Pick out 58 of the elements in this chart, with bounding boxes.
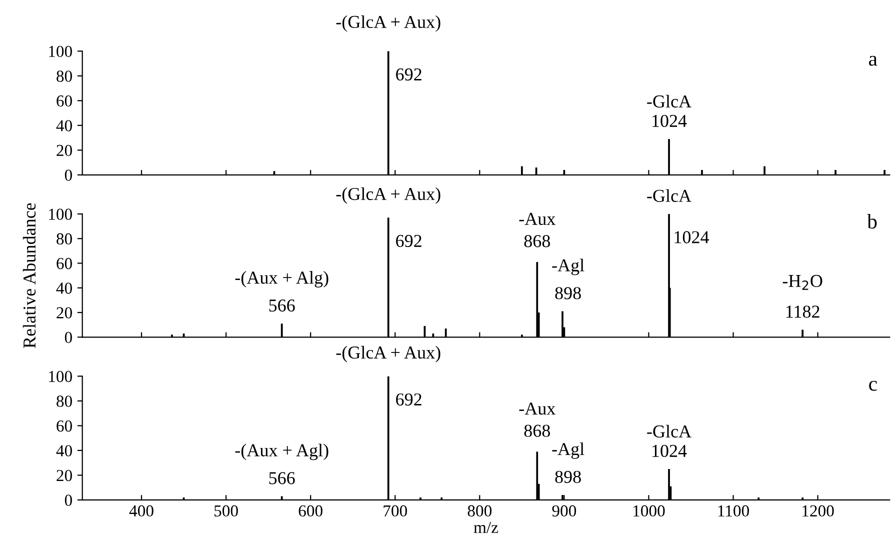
annotation: -GlcA bbox=[647, 189, 692, 202]
annotation: 868 bbox=[524, 424, 550, 437]
y-tick-label: 20 bbox=[56, 307, 72, 318]
y-tick-label: 100 bbox=[49, 208, 72, 220]
y-tick-label: 20 bbox=[56, 470, 72, 482]
annotation: 566 bbox=[269, 299, 295, 312]
x-tick-label: 600 bbox=[298, 505, 322, 517]
y-tick-label: 20 bbox=[56, 144, 72, 156]
annotation: -Agl bbox=[552, 258, 584, 276]
y-tick-label: 100 bbox=[49, 370, 72, 382]
annotation: 692 bbox=[396, 234, 422, 248]
y-tick-label: 0 bbox=[64, 170, 72, 181]
y-tick-label: 60 bbox=[56, 95, 72, 107]
annotation: -H$_{2}$O bbox=[782, 274, 822, 290]
annotation: -Aux bbox=[519, 212, 556, 225]
annotation: -(Aux + Alg) bbox=[235, 271, 328, 288]
annotation: 1024 bbox=[674, 231, 709, 244]
annotation: -Aux bbox=[519, 402, 556, 415]
annotation: -GlcA bbox=[647, 424, 692, 438]
annotation: 692 bbox=[396, 68, 422, 81]
y-tick-label: 40 bbox=[56, 120, 72, 132]
y-tick-label: 0 bbox=[64, 494, 72, 506]
x-tick-label: 700 bbox=[384, 505, 407, 517]
annotation: 566 bbox=[269, 472, 295, 484]
annotation: -(GlcA + Aux) bbox=[336, 346, 440, 362]
x-tick-label: 500 bbox=[214, 505, 238, 517]
y-tick-label: 100 bbox=[49, 46, 72, 58]
annotation: c bbox=[869, 380, 877, 391]
annotation: 692 bbox=[396, 393, 422, 406]
x-tick-label: 400 bbox=[129, 505, 154, 517]
annotation: -(Aux + Agl) bbox=[235, 444, 328, 460]
x-tick-label: 1100 bbox=[718, 505, 749, 517]
annotation: 1182 bbox=[786, 306, 820, 318]
y-tick-label: 0 bbox=[64, 332, 72, 344]
x-tick-label: 1000 bbox=[634, 505, 665, 517]
x-tick-label: 1200 bbox=[802, 505, 834, 517]
annotation: 1024 bbox=[652, 444, 687, 458]
annotation: a bbox=[869, 56, 878, 66]
x-tick-label: 800 bbox=[468, 505, 492, 517]
y-tick-label: 40 bbox=[56, 282, 72, 294]
annotation: 868 bbox=[524, 235, 550, 248]
y-axis-title: Relative Abundance bbox=[22, 203, 36, 348]
annotation: 898 bbox=[555, 287, 581, 300]
annotation: -(GlcA + Aux) bbox=[336, 187, 440, 204]
annotation: 1024 bbox=[652, 114, 687, 128]
x-axis-title: m/z bbox=[474, 522, 498, 534]
annotation: b bbox=[867, 214, 877, 229]
y-tick-label: 80 bbox=[56, 70, 72, 82]
y-tick-label: 80 bbox=[56, 233, 72, 245]
y-tick-label: 60 bbox=[56, 258, 72, 270]
annotation: -(GlcA + Aux) bbox=[336, 15, 440, 32]
y-tick-label: 80 bbox=[56, 396, 72, 407]
y-tick-label: 60 bbox=[56, 420, 72, 432]
y-tick-label: 40 bbox=[56, 445, 72, 456]
x-tick-label: 900 bbox=[552, 505, 576, 517]
annotation: -GlcA bbox=[647, 94, 692, 108]
annotation: -Agl bbox=[552, 442, 584, 459]
annotation: 898 bbox=[555, 470, 581, 483]
